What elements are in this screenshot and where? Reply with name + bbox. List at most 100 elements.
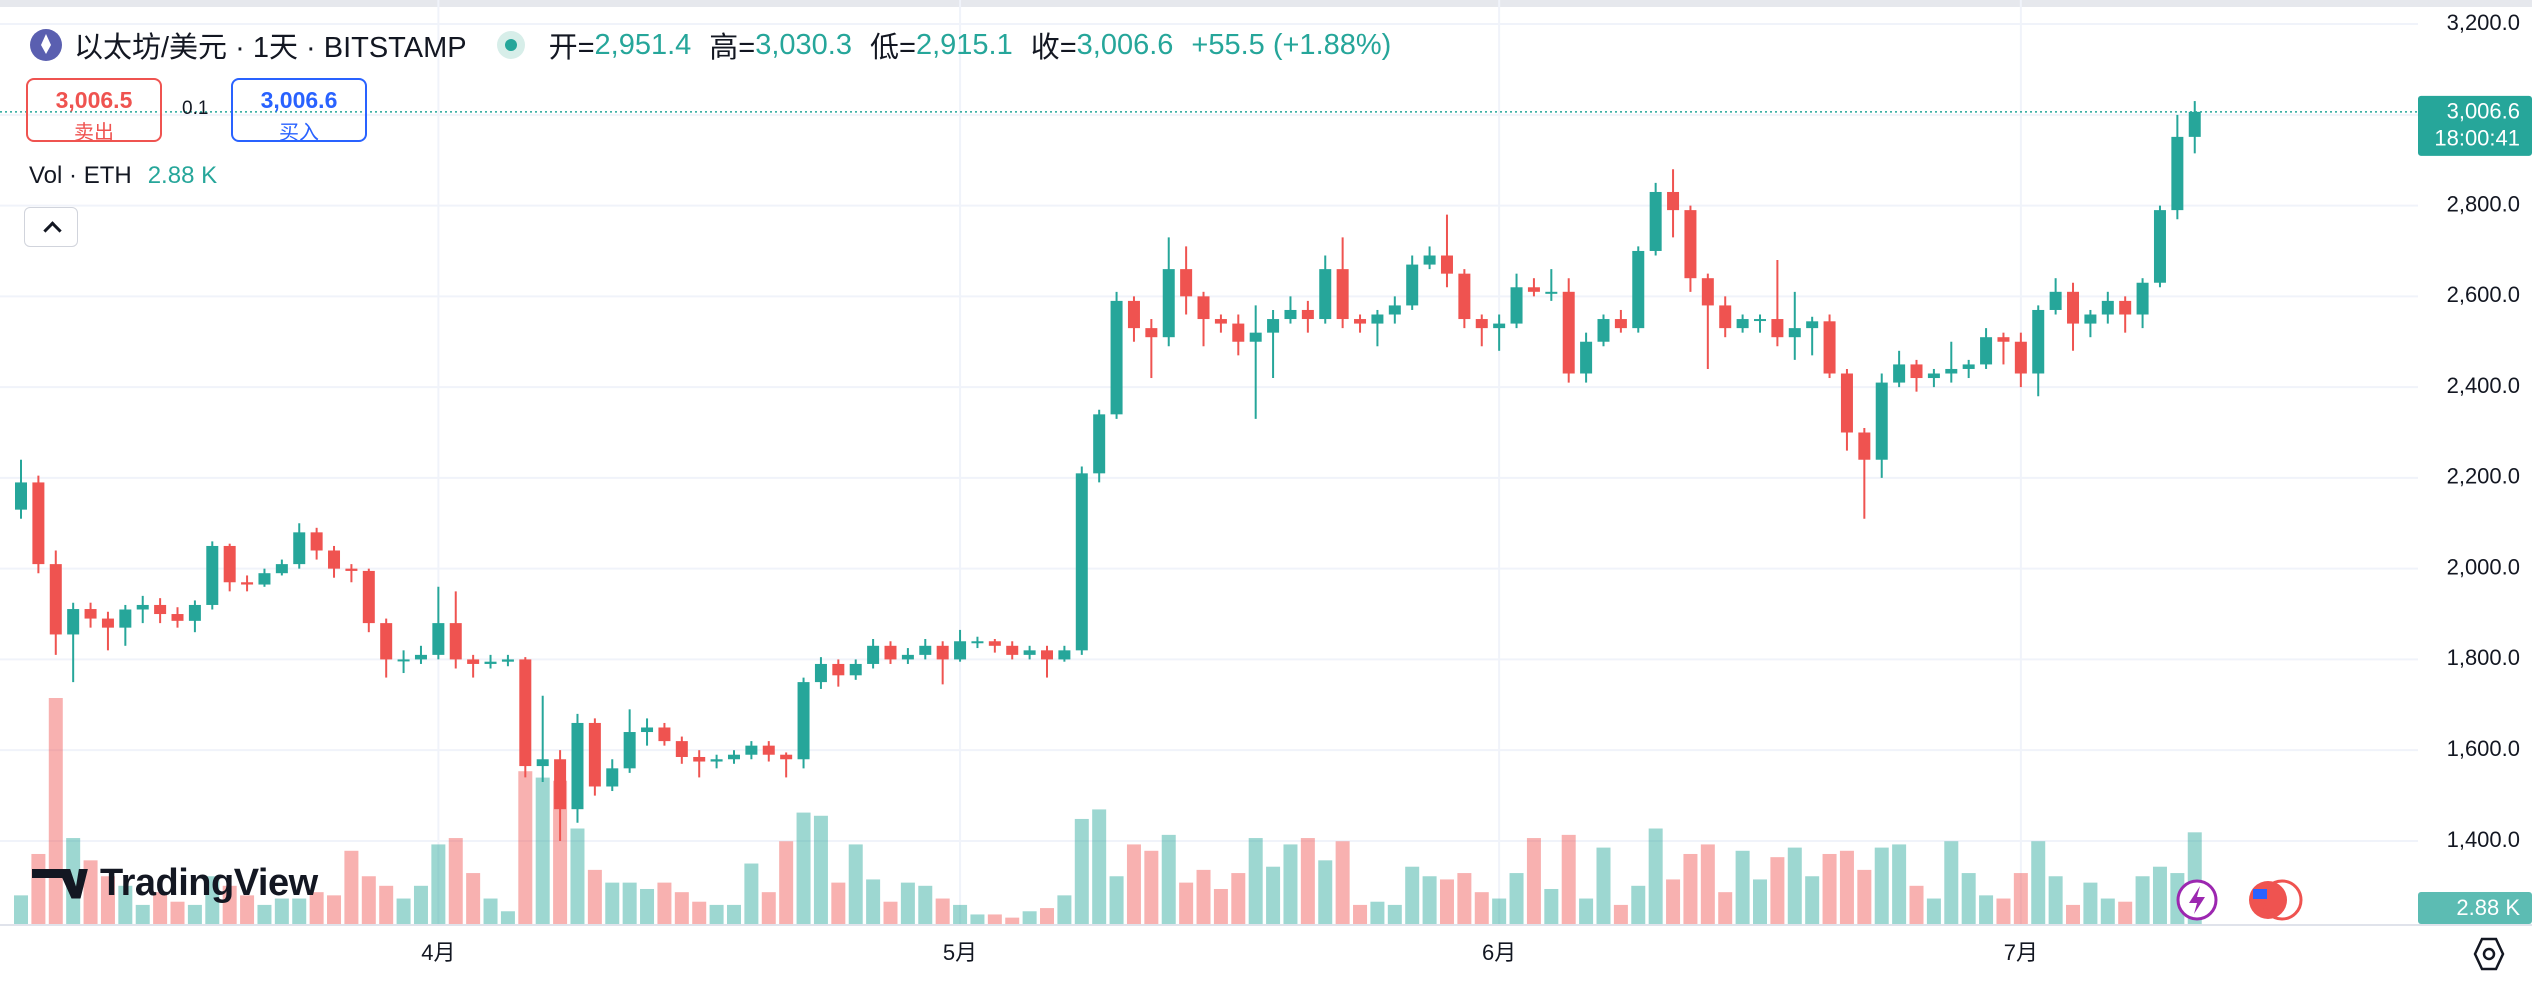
spread: 0.1 bbox=[182, 98, 209, 119]
low-value: 2,915.1 bbox=[915, 28, 1013, 61]
volume-bar bbox=[1126, 844, 1141, 924]
volume-bar bbox=[779, 841, 794, 924]
flag-canton bbox=[2253, 889, 2267, 899]
candle-body bbox=[1684, 210, 1697, 279]
market-status[interactable] bbox=[496, 31, 525, 59]
candle-body bbox=[901, 654, 914, 660]
x-tick-label: 7月 bbox=[2004, 940, 2038, 965]
high-key: 高= bbox=[709, 32, 756, 64]
sell-button[interactable]: 3,006.5 卖出 bbox=[26, 78, 162, 144]
volume-bar bbox=[2013, 873, 2028, 924]
candle-body bbox=[849, 663, 862, 676]
volume-bar bbox=[1196, 869, 1211, 924]
open-key: 开= bbox=[548, 32, 595, 64]
candle-body bbox=[1232, 323, 1245, 342]
candle-body bbox=[1545, 291, 1558, 294]
candle-body bbox=[1284, 309, 1297, 320]
volume-bar bbox=[205, 876, 220, 924]
candle-body bbox=[1562, 291, 1575, 374]
sell-price: 3,006.5 bbox=[55, 87, 133, 113]
volume-bar bbox=[1909, 885, 1924, 924]
volume-bar bbox=[1092, 809, 1107, 924]
y-tick-label: 2,200.0 bbox=[2447, 464, 2520, 489]
volume-bar bbox=[1874, 847, 1889, 924]
candle-body bbox=[1371, 314, 1384, 324]
volume-bar bbox=[1353, 904, 1368, 924]
volume-bar bbox=[1335, 841, 1350, 924]
volume-bar bbox=[327, 895, 342, 924]
candle-body bbox=[1023, 650, 1036, 655]
candle-body bbox=[710, 759, 723, 762]
candle-body bbox=[554, 759, 567, 810]
candle-body bbox=[1893, 364, 1906, 383]
candle-body bbox=[362, 570, 375, 624]
candle-body bbox=[1719, 305, 1732, 329]
candle-body bbox=[867, 645, 880, 664]
open-value: 2,951.4 bbox=[594, 28, 692, 61]
last-price-label: 3,006.6 bbox=[2447, 99, 2520, 124]
volume-bar bbox=[1300, 838, 1315, 924]
candle-body bbox=[1493, 323, 1506, 329]
symbol-title[interactable]: 以太坊/美元 · 1天 · BITSTAMP bbox=[74, 32, 467, 64]
candle-body bbox=[2188, 111, 2201, 137]
volume-bar bbox=[1926, 898, 1941, 924]
volume-bar bbox=[274, 898, 289, 924]
candle-body bbox=[328, 550, 341, 569]
volume-bar bbox=[1057, 895, 1072, 924]
candle-body bbox=[293, 532, 306, 565]
volume-bar bbox=[796, 812, 811, 924]
settings-icon-center bbox=[2482, 947, 2496, 961]
candle-body bbox=[1336, 269, 1349, 320]
volume-bar bbox=[135, 904, 150, 924]
volume-bar bbox=[100, 876, 115, 924]
settings-icon[interactable] bbox=[2473, 937, 2505, 971]
lightning-glyph bbox=[2189, 886, 2205, 914]
candle-body bbox=[1945, 368, 1958, 374]
candle-body bbox=[1197, 296, 1210, 320]
y-tick-label: 1,600.0 bbox=[2447, 736, 2520, 761]
candle-body bbox=[223, 545, 236, 583]
candle-body bbox=[693, 756, 706, 762]
collapse-button[interactable] bbox=[24, 207, 78, 247]
volume-bar bbox=[379, 885, 394, 924]
candle-body bbox=[1823, 321, 1836, 374]
candle-body bbox=[449, 623, 462, 660]
flag-icon-ring bbox=[2261, 879, 2303, 921]
candle-body bbox=[1145, 328, 1158, 338]
candle-body bbox=[1667, 191, 1680, 211]
volume-bar bbox=[1839, 850, 1854, 924]
symbol-header: 以太坊/美元 · 1天 · BITSTAMP 开= 2,951.4 高= 3,030… bbox=[30, 24, 1409, 66]
volume-bar bbox=[866, 879, 881, 924]
candle-body bbox=[1997, 337, 2010, 342]
volume-bar bbox=[553, 780, 568, 924]
volume-bar bbox=[2083, 882, 2098, 924]
candle-body bbox=[32, 482, 45, 565]
volume-bar bbox=[1961, 873, 1976, 924]
volume-bar bbox=[1822, 853, 1837, 924]
low-key: 低= bbox=[870, 32, 916, 64]
volume-bar bbox=[1753, 879, 1767, 924]
volume-bar bbox=[500, 911, 515, 924]
volume-bar bbox=[2135, 876, 2150, 924]
x-tick-label: 6月 bbox=[1482, 940, 1516, 965]
candle-body bbox=[432, 623, 445, 655]
y-tick-label: 2,000.0 bbox=[2447, 554, 2520, 579]
candle-body bbox=[1319, 269, 1332, 320]
volume-bar bbox=[831, 882, 846, 924]
candle-body bbox=[1388, 305, 1401, 315]
x-tick-label: 4月 bbox=[421, 940, 455, 965]
volume-bar bbox=[674, 892, 689, 924]
volume-bar bbox=[1631, 885, 1646, 924]
candle-body bbox=[345, 568, 358, 571]
buy-price: 3,006.6 bbox=[260, 87, 338, 113]
candle-body bbox=[2136, 282, 2149, 315]
volume-bar bbox=[1405, 866, 1420, 924]
volume-bar bbox=[1040, 908, 1055, 924]
candle-body bbox=[1354, 319, 1367, 324]
candle-body bbox=[2032, 309, 2045, 374]
volume-bar bbox=[1735, 850, 1750, 924]
buy-button[interactable]: 3,006.6 买入 bbox=[231, 78, 367, 144]
volume-bar bbox=[1613, 904, 1628, 924]
volume-bar bbox=[1283, 844, 1298, 924]
